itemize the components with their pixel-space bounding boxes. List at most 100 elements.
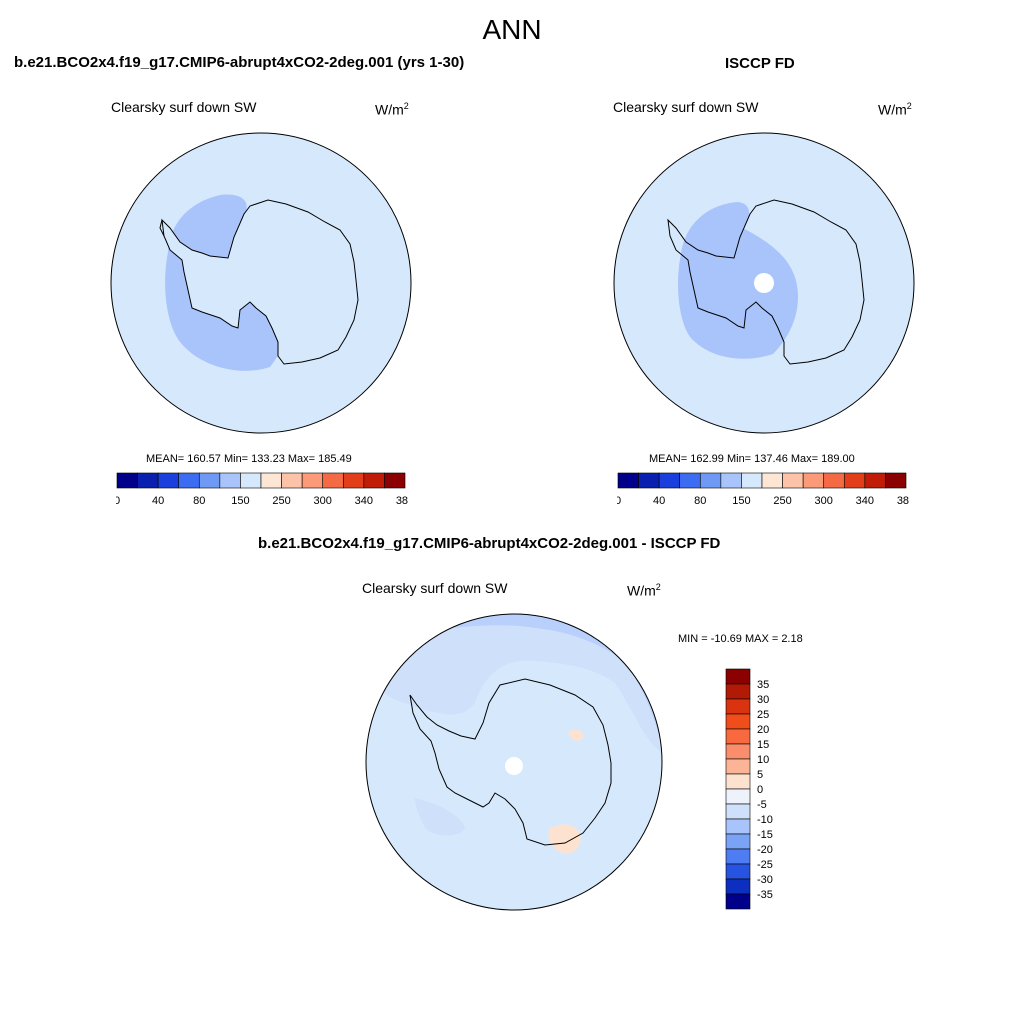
panel-3-title: b.e21.BCO2x4.f19_g17.CMIP6-abrupt4xCO2-2…: [258, 535, 721, 552]
antarctica-coastline: [161, 199, 359, 365]
colorbar-box: [178, 472, 200, 489]
antarctica-coastline: [409, 678, 612, 846]
panel-1-units: W/m2: [375, 101, 409, 118]
colorbar-tick-label: 25: [757, 709, 769, 721]
colorbar-tick-label: 150: [231, 495, 249, 507]
colorbar-box: [725, 743, 751, 760]
colorbar-tick-label: -15: [757, 829, 773, 841]
colorbar-tick-label: 250: [272, 495, 290, 507]
colorbar-tick-label: 40: [152, 495, 164, 507]
colorbar-tick-label: 15: [757, 739, 769, 751]
colorbar-tick-label: 0: [617, 495, 621, 507]
map-panel-3: [365, 613, 663, 911]
panel-3-variable: Clearsky surf down SW: [362, 580, 508, 596]
colorbar-box: [725, 878, 751, 895]
colorbar-box: [617, 472, 639, 489]
colorbar-box: [384, 472, 406, 489]
colorbar-tick-label: 10: [757, 754, 769, 766]
antarctica-coastline: [667, 199, 865, 365]
colorbar-tick-label: 380: [897, 495, 909, 507]
colorbar-box: [725, 818, 751, 835]
anomaly-region: [678, 202, 798, 359]
colorbar-boxes: [116, 472, 406, 489]
panel-3-stats: MIN = -10.69 MAX = 2.18: [678, 633, 803, 645]
anomaly-region-west: [415, 798, 465, 836]
colorbar-box: [725, 893, 751, 910]
colorbar-box: [725, 863, 751, 880]
colorbar-boxes: [725, 668, 751, 910]
colorbar-box: [116, 472, 138, 489]
colorbar-tick-label: 80: [193, 495, 205, 507]
colorbar-box: [885, 472, 907, 489]
colorbar-box: [699, 472, 722, 489]
colorbar-box: [363, 472, 385, 489]
colorbar-box: [219, 472, 241, 489]
colorbar-tick-label: 30: [757, 694, 769, 706]
colorbar-box: [761, 472, 783, 489]
colorbar-box: [658, 472, 681, 489]
colorbar-box: [725, 683, 751, 700]
colorbar-box: [157, 472, 180, 489]
colorbar-box: [725, 773, 751, 790]
colorbar-tick-label: 150: [732, 495, 750, 507]
map-panel-1: [110, 132, 412, 434]
positive-anomaly-small: [568, 729, 584, 741]
colorbar-labels: 35 30 25 20 15 10 5 0 -5 -10 -15 -20 -25 -30 -35: [757, 679, 773, 901]
panel-1-title: b.e21.BCO2x4.f19_g17.CMIP6-abrupt4xCO2-2…: [14, 54, 465, 71]
colorbar-box: [725, 668, 751, 685]
colorbar-tick-label: 380: [396, 495, 408, 507]
colorbar-box: [823, 472, 845, 489]
positive-anomaly: [548, 824, 581, 854]
colorbar-box: [864, 472, 886, 489]
colorbar-tick-label: 340: [355, 495, 373, 507]
colorbar-tick-label: -30: [757, 874, 773, 886]
colorbar-box: [725, 848, 751, 865]
colorbar-tick-label: 300: [815, 495, 833, 507]
main-title: ANN: [482, 14, 542, 45]
colorbar-tick-label: 80: [694, 495, 706, 507]
colorbar-tick-label: 0: [757, 784, 763, 796]
colorbar-panel-3: 35 30 25 20 15 10 5 0 -5 -10 -15 -20 -25 -30 -35: [725, 668, 773, 910]
panel-2-stats: MEAN= 162.99 Min= 137.46 Max= 189.00: [649, 453, 855, 465]
colorbar-tick-label: 40: [653, 495, 665, 507]
colorbar-tick-label: -10: [757, 814, 773, 826]
panel-2-units: W/m2: [878, 101, 912, 118]
colorbar-box: [725, 803, 751, 820]
colorbar-box: [725, 713, 751, 730]
colorbar-box: [725, 728, 751, 745]
colorbar-tick-label: 5: [757, 769, 763, 781]
panel-1-variable: Clearsky surf down SW: [111, 99, 257, 115]
map-panel-2: [613, 132, 915, 434]
colorbar-box: [679, 472, 701, 489]
colorbar-tick-label: 0: [116, 495, 120, 507]
colorbar-box: [240, 472, 262, 489]
colorbar-labels: 0 40 80 150 250 300 340 380: [617, 495, 909, 507]
panel-2-variable: Clearsky surf down SW: [613, 99, 759, 115]
colorbar-box: [725, 758, 751, 775]
colorbar-panel-2: 0 40 80 150 250 300 340 380: [617, 472, 909, 507]
colorbar-box: [638, 472, 660, 489]
colorbar-tick-label: 340: [856, 495, 874, 507]
colorbar-box: [301, 472, 324, 489]
panel-1-stats: MEAN= 160.57 Min= 133.23 Max= 185.49: [146, 453, 352, 465]
colorbar-box: [720, 472, 742, 489]
colorbar-boxes: [617, 472, 907, 489]
colorbar-tick-label: 20: [757, 724, 769, 736]
colorbar-box: [725, 698, 751, 715]
colorbar-panel-1: 0 40 80 150 250 300 340 380: [116, 472, 408, 507]
colorbar-box: [843, 472, 866, 489]
colorbar-box: [741, 472, 763, 489]
colorbar-tick-label: -5: [757, 799, 767, 811]
colorbar-tick-label: 300: [314, 495, 332, 507]
panel-3-units: W/m2: [627, 582, 661, 599]
anomaly-region-north: [366, 614, 662, 753]
colorbar-box: [198, 472, 221, 489]
colorbar-tick-label: -25: [757, 859, 773, 871]
colorbar-tick-label: 35: [757, 679, 769, 691]
panel-2-title: ISCCP FD: [725, 55, 795, 72]
peninsula: [159, 219, 165, 237]
colorbar-box: [322, 472, 344, 489]
colorbar-box: [725, 788, 751, 805]
colorbar-box: [281, 472, 303, 489]
colorbar-tick-label: 250: [773, 495, 791, 507]
